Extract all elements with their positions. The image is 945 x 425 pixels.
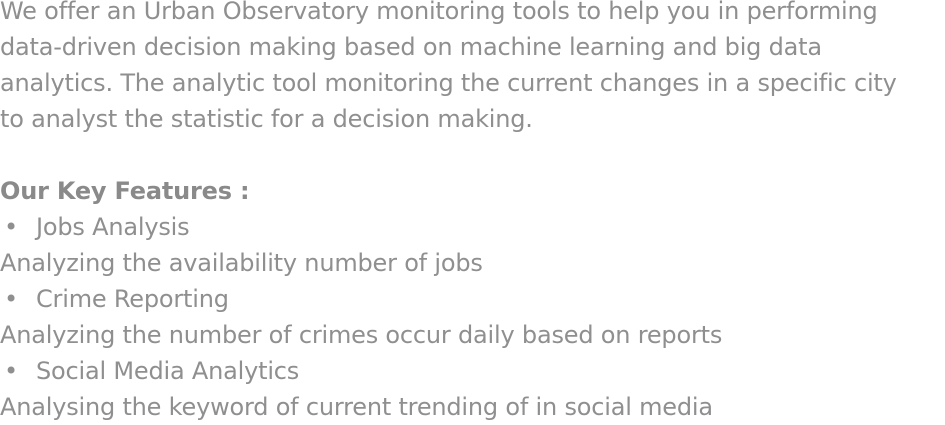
feature-title: Jobs Analysis — [36, 213, 190, 241]
bullet-icon: • — [4, 285, 18, 313]
bullet-icon: • — [4, 357, 18, 385]
feature-item-jobs-analysis: • Jobs Analysis — [0, 209, 190, 245]
intro-line-3: analytics. The analytic tool monitoring … — [0, 69, 897, 97]
bullet-icon: • — [4, 213, 18, 241]
feature-title: Social Media Analytics — [36, 357, 300, 385]
feature-description: Analysing the keyword of current trendin… — [0, 393, 713, 421]
feature-description: Analyzing the number of crimes occur dai… — [0, 321, 723, 349]
intro-line-2: data-driven decision making based on mac… — [0, 33, 822, 61]
feature-description: Analyzing the availability number of job… — [0, 249, 483, 277]
feature-item-social-media-analytics: • Social Media Analytics — [0, 353, 299, 389]
feature-item-crime-reporting: • Crime Reporting — [0, 281, 229, 317]
feature-title: Crime Reporting — [36, 285, 229, 313]
intro-line-1: We offer an Urban Observatory monitoring… — [0, 0, 878, 25]
intro-line-4: to analyst the statistic for a decision … — [0, 105, 533, 133]
key-features-heading: Our Key Features : — [0, 177, 250, 205]
